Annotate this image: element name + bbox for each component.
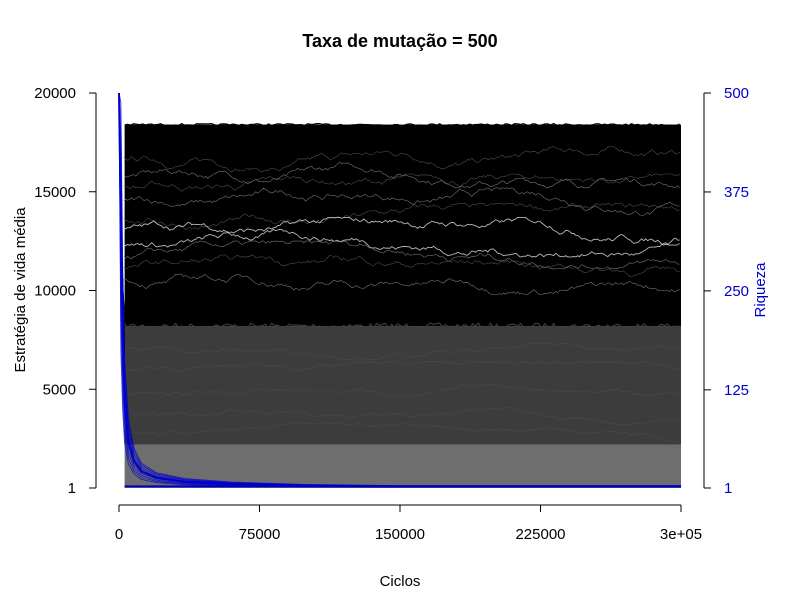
strategy-trace — [123, 383, 679, 398]
strategy-trace — [123, 203, 680, 231]
y-tick-label: 10000 — [34, 283, 76, 300]
x-tick-label: 150000 — [375, 526, 425, 543]
x-axis: 0 75000 150000 225000 3e+05 — [115, 504, 702, 543]
y2-axis-label: Riqueza — [752, 262, 769, 318]
x-tick-label: 0 — [115, 526, 123, 543]
y-tick-label: 20000 — [34, 85, 76, 102]
strategy-trace — [123, 173, 680, 192]
strategy-edge-high-top — [124, 122, 680, 127]
strategy-trace — [123, 273, 680, 295]
y2-tick-label: 500 — [724, 85, 749, 102]
x-tick-label: 3e+05 — [660, 526, 702, 543]
strategy-trace — [123, 361, 679, 372]
chart-title: Taxa de mutação = 500 — [302, 31, 497, 51]
strategy-band-mid — [124, 326, 682, 445]
y2-tick-label: 125 — [724, 382, 749, 399]
strategy-trace — [123, 407, 679, 426]
y-tick-label: 1 — [68, 480, 76, 497]
y-axis-right: 1 125 250 375 500 — [703, 85, 749, 497]
y2-tick-label: 250 — [724, 283, 749, 300]
y2-tick-label: 375 — [724, 184, 749, 201]
strategy-trace — [123, 342, 679, 360]
x-tick-label: 225000 — [515, 526, 565, 543]
y-tick-label: 15000 — [34, 184, 76, 201]
plot-area — [118, 92, 682, 488]
strategy-trace — [123, 187, 680, 216]
strategy-trace — [123, 240, 680, 270]
y2-tick-label: 1 — [724, 480, 732, 497]
x-tick-label: 75000 — [239, 526, 281, 543]
strategy-band-high — [124, 124, 682, 327]
strategy-trace — [123, 216, 680, 246]
strategy-trace — [123, 422, 679, 442]
y-tick-label: 5000 — [43, 381, 76, 398]
strategy-trace — [123, 228, 680, 258]
x-axis-label: Ciclos — [380, 573, 421, 590]
strategy-edge-high-bottom — [124, 321, 680, 331]
strategy-trace — [123, 254, 680, 278]
strategy-trace — [123, 161, 680, 189]
y-axis-label: Estratégia de vida média — [12, 207, 29, 373]
strategy-trace — [123, 146, 680, 173]
